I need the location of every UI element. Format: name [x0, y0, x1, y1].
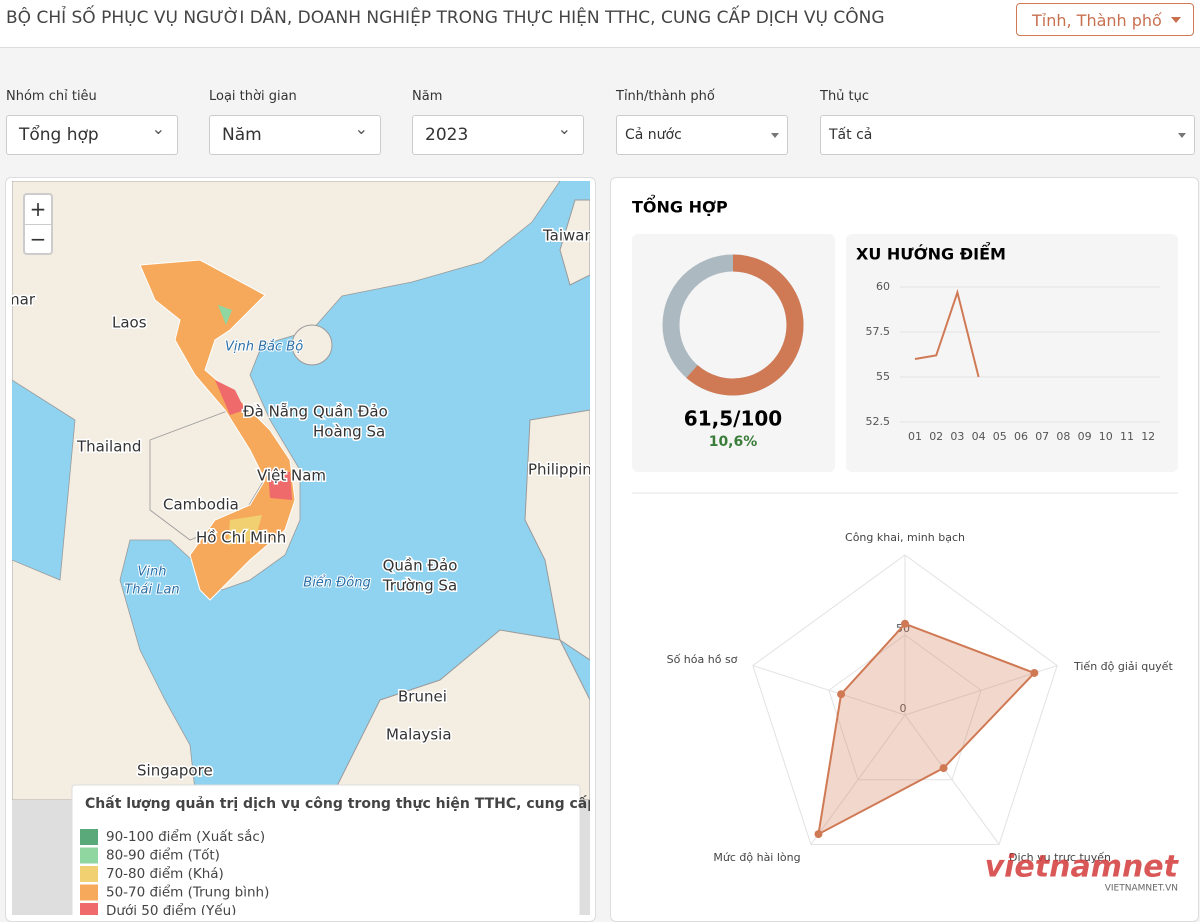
place-label: Đà Nẵng	[243, 403, 308, 421]
filter-label: Thủ tục	[820, 89, 870, 104]
island	[559, 199, 590, 286]
section-title: TỔNG HỢP	[632, 195, 728, 217]
filter-label: Tỉnh/thành phố	[616, 89, 715, 104]
trend-card	[846, 234, 1178, 472]
place-label: Myanmar	[12, 291, 36, 309]
place-label: Quần Đảo	[313, 403, 388, 421]
place-label: Vịnh	[138, 565, 167, 580]
zoom-in[interactable]: +	[25, 195, 51, 225]
place-label: Vịnh Bắc Bộ	[225, 340, 303, 355]
place-label: Thailand	[76, 438, 141, 456]
y-tick-label: 55	[876, 370, 890, 383]
header	[0, 0, 1200, 48]
legend-box	[71, 784, 581, 915]
y-tick-label: 57.5	[866, 325, 891, 338]
legend-swatch	[80, 847, 98, 864]
radar-axis-label: Tiến độ giải quyết	[1073, 660, 1173, 673]
radar-frame	[752, 554, 1058, 845]
radar-point	[814, 830, 823, 839]
legend-swatch	[80, 829, 98, 845]
donut-segment	[686, 254, 804, 396]
region-weak	[215, 380, 245, 415]
map[interactable]: Taiwan Myanmar Laos Vịnh Bắc Bộ Đà Nẵng Quần …	[12, 181, 590, 915]
place-label: Malaysia	[386, 726, 452, 744]
legend-title: Chất lượng quản trị dịch vụ công trong t…	[85, 795, 590, 812]
filter-label: Loại thời gian	[209, 89, 297, 104]
island	[291, 324, 333, 366]
x-tick-label: 11	[1120, 430, 1134, 443]
filter-select[interactable]: Tổng hợp	[6, 110, 178, 155]
legend-swatch	[80, 884, 98, 901]
radar-point	[837, 690, 846, 699]
place-label: Singapore	[137, 762, 213, 780]
land	[329, 629, 590, 801]
filter-label: Nhóm chỉ tiêu	[6, 89, 97, 104]
watermark-brand: vietnamnet	[985, 850, 1180, 885]
legend-label: 50-70 điểm (Trung bình)	[106, 884, 269, 901]
filter-select[interactable]: Tất cả	[820, 115, 1195, 155]
radar-point	[1030, 668, 1039, 677]
radar-axis-label: Số hóa hồ sơ	[667, 653, 738, 666]
place-label: Trường Sa	[382, 577, 457, 595]
x-tick-label: 01	[908, 430, 922, 443]
legend-label: 70-80 điểm (Khá)	[106, 865, 224, 882]
legend-label: Dưới 50 điểm (Yếu)	[106, 902, 236, 915]
radar-area	[817, 622, 1037, 836]
filter-label: Năm	[412, 89, 443, 104]
x-tick-label: 08	[1056, 430, 1070, 443]
x-tick-label: 10	[1099, 430, 1113, 443]
legend-swatch	[80, 866, 98, 882]
place-label: Taiwan	[542, 227, 590, 245]
place-label: Cambodia	[163, 496, 239, 514]
region-good	[218, 305, 232, 325]
x-tick-label: 02	[929, 430, 943, 443]
radar-ring	[828, 634, 982, 781]
page-title: BỘ CHỈ SỐ PHỤC VỤ NGƯỜI DÂN, DOANH NGHIỆ…	[6, 8, 885, 28]
region-button[interactable]: Tỉnh, Thành phố	[1016, 3, 1194, 36]
region-fair	[228, 515, 262, 545]
x-tick-label: 04	[972, 430, 986, 443]
place-label: Thái Lan	[124, 583, 179, 598]
place-label: Brunei	[398, 688, 447, 706]
y-tick-label: 52.5	[866, 415, 891, 428]
vietnam	[139, 259, 296, 601]
r-tick-label: 0	[900, 702, 907, 715]
place-label: Biển Đông	[303, 576, 370, 591]
x-tick-label: 12	[1141, 430, 1155, 443]
zoom-out[interactable]: −	[29, 227, 47, 251]
y-tick-label: 60	[876, 280, 890, 293]
zoom-control: + −	[23, 193, 53, 255]
legend-label: 90-100 điểm (Xuất sắc)	[106, 828, 265, 845]
radar-point	[939, 764, 948, 773]
place-label: Laos	[112, 314, 147, 332]
filter-select[interactable]: Cả nước	[616, 115, 788, 155]
radar-axis-label: Công khai, minh bạch	[845, 531, 965, 544]
trend-title: XU HƯỚNG ĐIỂM	[856, 242, 1006, 264]
change-label: 10,6%	[709, 434, 758, 450]
filter-select[interactable]: Năm	[209, 110, 381, 155]
place-label: Quần Đảo	[383, 557, 458, 575]
x-tick-label: 09	[1078, 430, 1092, 443]
filter-select[interactable]: 2023	[412, 110, 584, 155]
place-label: Philippines	[528, 461, 590, 479]
trend-line	[914, 288, 980, 378]
legend: Chất lượng quản trị dịch vụ công trong t…	[71, 784, 590, 915]
x-tick-label: 06	[1014, 430, 1028, 443]
region-weak	[268, 470, 292, 500]
legend-swatch	[80, 903, 98, 915]
x-tick-label: 07	[1035, 430, 1049, 443]
radar-axis-label: Dịch vụ trực tuyến	[1009, 851, 1111, 864]
place-label: Việt Nam	[257, 467, 326, 485]
radar-point	[901, 619, 909, 628]
x-tick-label: 03	[950, 430, 964, 443]
score-label: 61,5/100	[684, 407, 782, 431]
radar-axis-label: Mức độ hài lòng	[713, 851, 800, 864]
place-label: Hoàng Sa	[313, 423, 385, 441]
x-tick-label: 05	[993, 430, 1007, 443]
watermark-site: VIETNAMNET.VN	[1105, 884, 1178, 894]
summary-chart-area: TỔNG HỢP 61,5/100 10,6% XU HƯỚNG ĐIỂM 60 57.5…	[632, 195, 1180, 894]
place-label: Hồ Chí Minh	[196, 529, 286, 547]
legend-label: 80-90 điểm (Tốt)	[106, 847, 220, 864]
